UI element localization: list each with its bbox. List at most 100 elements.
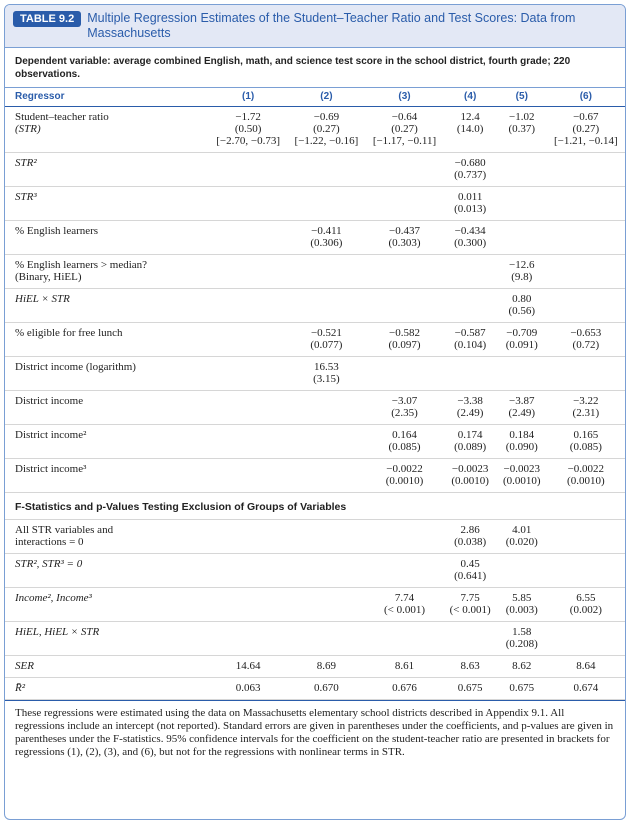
cell: 8.63 bbox=[443, 655, 497, 678]
cell bbox=[496, 553, 547, 588]
row-label: HiEL, HiEL × STR bbox=[5, 621, 209, 656]
cell-line: −0.0022 bbox=[567, 463, 605, 475]
cell-line: 0.174 bbox=[457, 429, 483, 441]
row-label: Income², Income³ bbox=[5, 587, 209, 622]
cell-line: (0.303) bbox=[388, 237, 421, 249]
cell: −0.680 (0.737) bbox=[443, 152, 497, 187]
cell: 0.164 (0.085) bbox=[365, 424, 444, 459]
cell-line: 0.80 bbox=[512, 293, 532, 305]
cell bbox=[546, 152, 625, 187]
row-label: % English learners > median? (Binary, HiE… bbox=[5, 254, 209, 289]
cell bbox=[443, 621, 497, 656]
cell: 0.674 bbox=[546, 677, 625, 700]
cell-line: 5.85 bbox=[512, 592, 532, 604]
row-label: District income³ bbox=[5, 458, 209, 493]
cell-line: 0.164 bbox=[392, 429, 417, 441]
cell-line: −1.72 bbox=[235, 111, 261, 123]
cell: 0.675 bbox=[496, 677, 547, 700]
cell: −0.0023 (0.0010) bbox=[496, 458, 547, 493]
cell: 0.670 bbox=[287, 677, 366, 700]
row-label: % English learners bbox=[5, 220, 209, 255]
label-line: STR², STR³ = 0 bbox=[15, 558, 83, 570]
cell-line: 7.75 bbox=[460, 592, 480, 604]
cell bbox=[546, 553, 625, 588]
label-line: Student–teacher ratio bbox=[15, 111, 109, 123]
cell bbox=[496, 220, 547, 255]
cell-line: (0.37) bbox=[508, 123, 536, 135]
cell-line: −0.680 bbox=[454, 157, 486, 169]
cell-line: (0.0010) bbox=[385, 475, 424, 487]
cell-line: (2.49) bbox=[508, 407, 536, 419]
row-label: All STR variables and interactions = 0 bbox=[5, 519, 209, 554]
cell: −0.0022 (0.0010) bbox=[365, 458, 444, 493]
header-row: Regressor (1) (2) (3) (4) (5) (6) bbox=[5, 88, 625, 107]
table-row: STR², STR³ = 0 0.45 (0.641) bbox=[5, 553, 625, 588]
cell-line: 16.53 bbox=[314, 361, 339, 373]
cell: 8.64 bbox=[546, 655, 625, 678]
cell: 8.61 bbox=[365, 655, 444, 678]
cell: −3.38 (2.49) bbox=[443, 390, 497, 425]
cell-line: (0.0010) bbox=[451, 475, 489, 487]
cell: 0.165 (0.085) bbox=[546, 424, 625, 459]
row-label: District income² bbox=[5, 424, 209, 459]
cell bbox=[365, 519, 444, 554]
cell: 2.86 (0.038) bbox=[443, 519, 497, 554]
table-row: % English learners −0.411 (0.306) −0.437 (0.… bbox=[5, 220, 625, 255]
label-line: SER bbox=[15, 660, 34, 672]
cell-line: −0.653 bbox=[570, 327, 602, 339]
cell bbox=[209, 220, 288, 255]
cell bbox=[496, 356, 547, 391]
column-header: (2) bbox=[287, 88, 366, 107]
label-line: % eligible for free lunch bbox=[15, 327, 123, 339]
cell-line: (< 0.001) bbox=[383, 604, 425, 616]
cell bbox=[287, 553, 366, 588]
cell-line: 8.62 bbox=[512, 660, 532, 672]
cell bbox=[287, 519, 366, 554]
cell: −0.709 (0.091) bbox=[496, 322, 547, 357]
cell bbox=[287, 186, 366, 221]
cell bbox=[365, 152, 444, 187]
cell: 6.55 (0.002) bbox=[546, 587, 625, 622]
cell: 0.676 bbox=[365, 677, 444, 700]
cell: 0.011 (0.013) bbox=[443, 186, 497, 221]
table-row: Student–teacher ratio (STR) −1.72 (0.50) [−2… bbox=[5, 106, 625, 153]
cell-line: 12.4 bbox=[460, 111, 480, 123]
label-line: District income (logarithm) bbox=[15, 361, 136, 373]
table-row: HiEL, HiEL × STR 1.58 (0.208) bbox=[5, 621, 625, 656]
cell: 5.85 (0.003) bbox=[496, 587, 547, 622]
cell-line: (0.013) bbox=[454, 203, 487, 215]
table-row: HiEL × STR 0.80 (0.56) bbox=[5, 288, 625, 323]
cell: −0.582 (0.097) bbox=[365, 322, 444, 357]
cell bbox=[209, 587, 288, 622]
cell: 1.58 (0.208) bbox=[496, 621, 547, 656]
cell: −0.411 (0.306) bbox=[287, 220, 366, 255]
section-row: F-Statistics and p-Values Testing Exclus… bbox=[5, 492, 625, 520]
cell-line: 0.674 bbox=[573, 682, 599, 694]
cell-line: 0.063 bbox=[235, 682, 261, 694]
cell-line: (0.002) bbox=[569, 604, 602, 616]
cell-line: (0.50) bbox=[234, 123, 262, 135]
table-row: District income (logarithm) 16.53 (3.15) bbox=[5, 356, 625, 391]
cell bbox=[287, 390, 366, 425]
cell bbox=[443, 288, 497, 323]
row-label: % eligible for free lunch bbox=[5, 322, 209, 357]
cell-line: [−1.21, −0.14] bbox=[553, 135, 618, 147]
cell: 0.174 (0.089) bbox=[443, 424, 497, 459]
cell: 7.74 (< 0.001) bbox=[365, 587, 444, 622]
cell: 0.184 (0.090) bbox=[496, 424, 547, 459]
cell-line: −0.709 bbox=[506, 327, 538, 339]
dependent-variable: Dependent variable: average combined Eng… bbox=[5, 48, 625, 88]
cell bbox=[287, 458, 366, 493]
cell-line: −0.587 bbox=[454, 327, 486, 339]
cell: −3.87 (2.49) bbox=[496, 390, 547, 425]
table-row: SER 14.64 8.69 8.61 8.63 8.62 8.64 bbox=[5, 655, 625, 678]
cell bbox=[443, 356, 497, 391]
cell bbox=[546, 621, 625, 656]
cell: −1.02 (0.37) bbox=[496, 106, 547, 153]
cell-line: (0.300) bbox=[454, 237, 487, 249]
cell-line: (0.306) bbox=[310, 237, 343, 249]
cell bbox=[546, 519, 625, 554]
cell bbox=[287, 288, 366, 323]
cell: 0.675 bbox=[443, 677, 497, 700]
cell: 16.53 (3.15) bbox=[287, 356, 366, 391]
